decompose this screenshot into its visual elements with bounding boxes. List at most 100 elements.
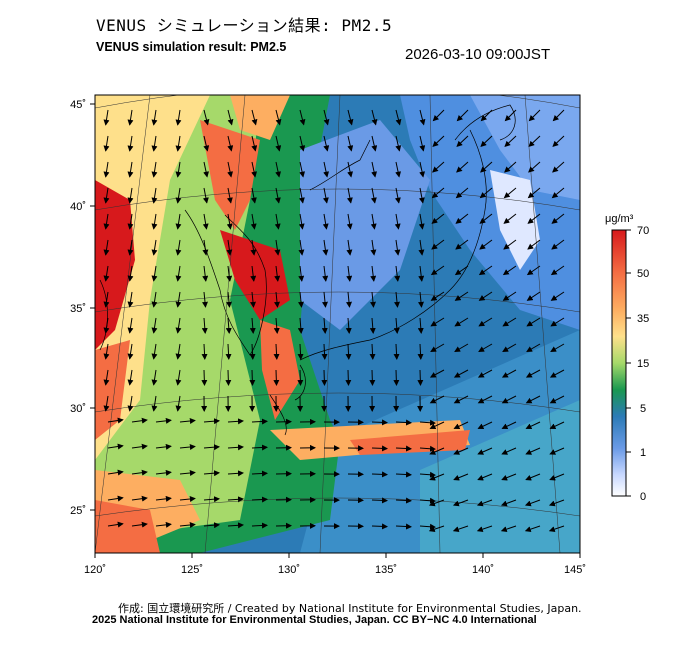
wind-arrow [127,239,134,256]
wind-arrow [525,369,541,378]
wind-arrow [419,161,426,178]
wind-arrow [428,499,445,507]
wind-arrow [525,447,541,455]
wind-arrow [551,239,565,250]
wind-arrow [480,109,493,122]
wind-arrow [430,265,445,276]
wind-arrow [456,135,469,147]
wind-arrow [395,161,402,178]
wind-arrow [151,161,158,178]
wind-arrow [151,343,158,360]
wind-arrow [429,447,445,455]
wind-arrow [477,473,493,481]
wind-arrow [346,291,352,308]
wind-arrow [225,343,232,360]
wind-arrow [478,317,493,327]
wind-arrow [201,369,208,386]
map-title-japanese: VENUS シミュレーション結果: PM2.5 [96,16,393,35]
wind-arrow [226,291,232,308]
wind-arrow [549,473,565,481]
wind-arrow [430,343,445,352]
wind-arrow [452,525,469,533]
colorbar-label: 0 [640,491,646,503]
wind-arrow [107,495,124,502]
wind-arrow [179,522,196,528]
wind-arrow [227,161,234,178]
colorbar-label: 35 [637,313,649,325]
wind-arrow [552,161,565,173]
wind-arrow [299,161,306,178]
wind-arrow [299,135,306,152]
wind-arrow [456,161,469,173]
wind-arrow [347,161,354,178]
wind-arrow [127,343,134,360]
wind-arrow [322,239,329,256]
wind-arrow [275,135,282,152]
wind-arrow [151,109,158,126]
wind-arrow [477,421,493,429]
wind-arrow [151,317,158,334]
wind-arrow [323,161,330,178]
wind-arrow [549,369,565,378]
wind-arrow [501,395,517,404]
wind-arrow [127,187,134,204]
wind-arrow [418,213,425,230]
wind-arrow [275,109,282,126]
wind-arrow [502,265,517,276]
wind-arrow [417,317,424,334]
wind-arrow [103,265,110,282]
wind-arrow [456,109,469,122]
wind-arrow [524,499,541,507]
wind-arrow [103,161,110,178]
wind-arrow [504,161,517,173]
wind-arrow [526,265,541,276]
wind-arrow [477,447,493,455]
lat-tick-label: 35˚ [70,303,86,315]
wind-arrow [501,421,517,429]
wind-arrow [275,161,282,178]
colorbar-ticks [626,229,631,497]
wind-arrow [226,265,233,282]
wind-arrow [346,239,353,256]
wind-arrow [371,135,378,152]
wind-arrow [299,109,306,126]
wind-arrow [323,135,330,152]
wind-arrow [201,317,208,334]
wind-arrow [454,265,469,276]
wind-arrow [418,291,424,308]
wind-arrow [431,213,445,224]
wind-arrow [131,521,148,528]
wind-arrow [526,343,541,352]
wind-arrow [395,445,412,452]
wind-arrow [371,471,388,478]
wind-arrow [430,291,445,301]
wind-arrow [525,473,541,481]
wind-arrow [346,213,353,230]
wind-arrow [501,369,517,378]
wind-arrow [417,369,424,386]
wind-arrow [321,317,328,334]
wind-arrow [503,213,517,224]
wind-arrow [103,369,110,386]
wind-arrow [179,444,196,450]
wind-arrow [371,419,388,426]
wind-arrow [127,291,134,308]
wind-arrow [251,496,268,503]
wind-arrow [369,343,376,360]
wind-arrow [371,161,378,178]
wind-arrow [151,135,158,152]
wind-arrow [131,469,148,476]
wind-arrow [429,369,445,378]
wind-arrow [502,317,517,327]
wind-arrow [455,187,469,199]
wind-arrow [418,239,425,256]
wind-arrow [502,291,517,301]
wind-arrow [155,469,172,476]
wind-arrow [202,187,209,204]
wind-arrow [548,499,565,507]
wind-arrow [549,421,565,429]
wind-arrow [107,521,124,528]
wind-arrow [431,239,445,250]
wind-arrow [107,469,124,476]
wind-arrow [478,265,493,276]
